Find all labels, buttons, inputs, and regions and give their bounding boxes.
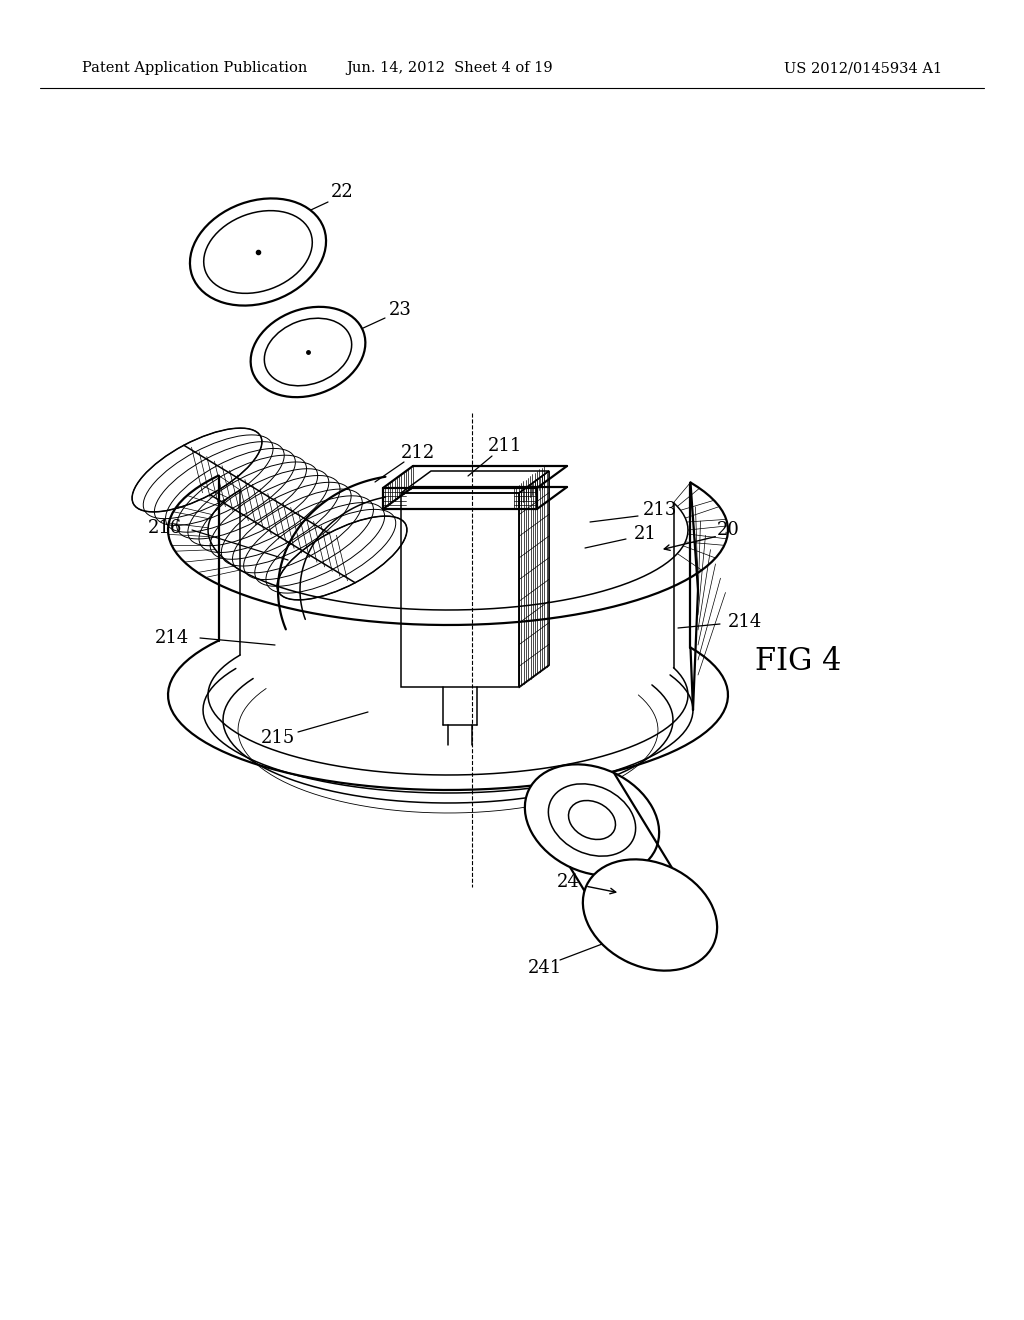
- Text: 214: 214: [728, 612, 762, 631]
- Text: 214: 214: [155, 630, 189, 647]
- Text: 211: 211: [487, 437, 522, 455]
- Ellipse shape: [264, 318, 351, 385]
- Text: Jun. 14, 2012  Sheet 4 of 19: Jun. 14, 2012 Sheet 4 of 19: [347, 61, 553, 75]
- Text: 241: 241: [528, 960, 562, 977]
- Text: 24: 24: [557, 873, 580, 891]
- Text: 21: 21: [634, 525, 656, 543]
- Text: 212: 212: [400, 444, 435, 462]
- Ellipse shape: [204, 211, 312, 293]
- Text: 23: 23: [388, 301, 412, 319]
- Text: 22: 22: [331, 183, 353, 201]
- Ellipse shape: [189, 198, 326, 305]
- Ellipse shape: [525, 764, 659, 875]
- Text: 215: 215: [261, 729, 295, 747]
- Text: 213: 213: [643, 502, 677, 519]
- Text: 20: 20: [717, 521, 739, 539]
- Text: Patent Application Publication: Patent Application Publication: [82, 61, 307, 75]
- Text: US 2012/0145934 A1: US 2012/0145934 A1: [784, 61, 942, 75]
- Text: 216: 216: [147, 519, 182, 537]
- Ellipse shape: [251, 306, 366, 397]
- Text: FIG 4: FIG 4: [755, 647, 841, 677]
- Ellipse shape: [583, 859, 717, 970]
